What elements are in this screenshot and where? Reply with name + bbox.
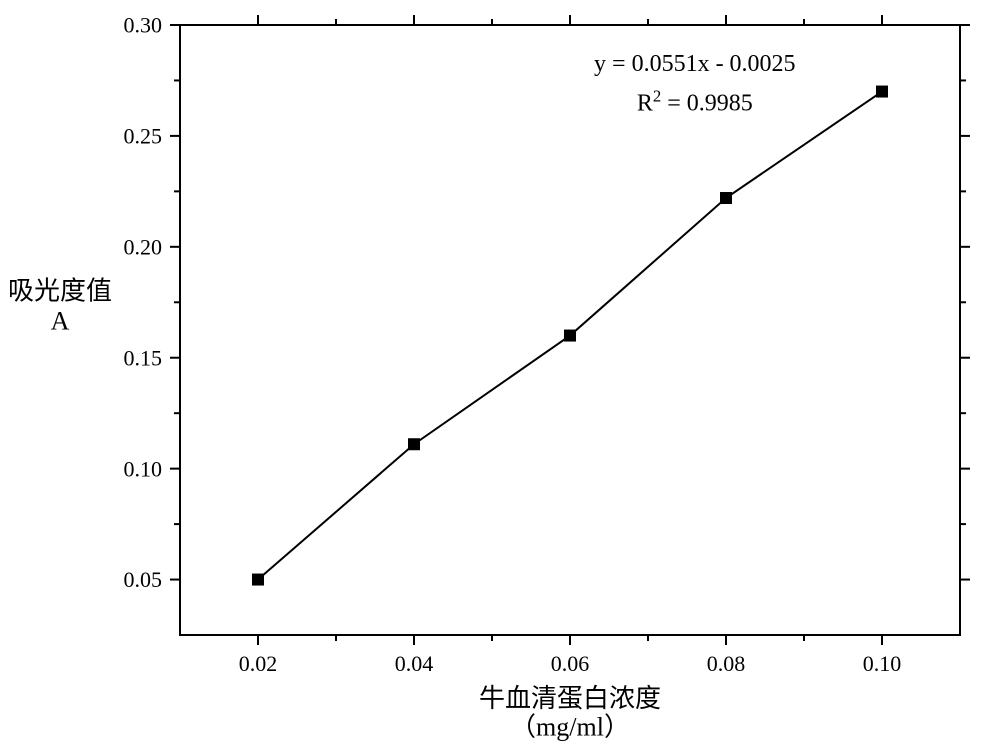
chart-container: 0.02 0.04 0.06 0.08 0.10 0.05 0.10 0.15 0.20 0.25…	[0, 0, 1000, 744]
data-marker	[408, 438, 420, 450]
x-tick-label: 0.06	[551, 651, 590, 676]
y-axis-title-line2: A	[51, 306, 70, 335]
x-tick-label: 0.04	[395, 651, 434, 676]
y-tick-label: 0.20	[124, 235, 163, 260]
data-marker	[720, 192, 732, 204]
data-marker	[252, 574, 264, 586]
y-tick-label: 0.10	[124, 456, 163, 481]
data-marker	[564, 330, 576, 342]
y-tick-label: 0.15	[124, 345, 163, 370]
x-axis-title-line2: （mg/ml）	[510, 713, 630, 742]
x-tick-label: 0.10	[863, 651, 902, 676]
y-tick-label: 0.05	[124, 567, 163, 592]
line-chart: 0.02 0.04 0.06 0.08 0.10 0.05 0.10 0.15 0.20 0.25…	[0, 0, 1000, 744]
y-tick-label: 0.25	[124, 124, 163, 149]
y-axis-title-line1: 吸光度值	[8, 277, 112, 306]
x-axis-title-line1: 牛血清蛋白浓度	[479, 684, 661, 713]
x-tick-label: 0.02	[239, 651, 278, 676]
x-tick-label: 0.08	[707, 651, 746, 676]
data-marker	[876, 86, 888, 98]
equation-annotation: y = 0.0551x - 0.0025	[594, 51, 796, 77]
y-tick-label: 0.30	[124, 13, 163, 38]
